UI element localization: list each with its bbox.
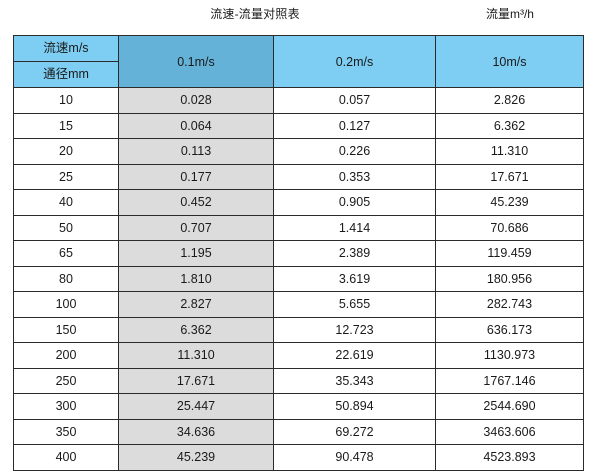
cell-flow-0: 6.362: [118, 316, 274, 343]
cell-diameter: 10: [13, 87, 119, 114]
cell-flow-2: 119.459: [435, 240, 584, 267]
table-row: 400 45.239 90.478 4523.893: [13, 444, 584, 471]
column-header-1[interactable]: 0.2m/s: [273, 35, 436, 88]
table-body: 10 0.028 0.057 2.826 15 0.064 0.127 6.362 20 0.11…: [13, 87, 584, 471]
unit-label: 流量m³/h: [485, 7, 534, 21]
caption-strip: 流速-流量对照表 流量m³/h: [0, 0, 600, 32]
table-row: 25 0.177 0.353 17.671: [13, 163, 584, 190]
header-row-bottom: 通径mm: [13, 61, 584, 88]
cell-diameter: 150: [13, 316, 119, 343]
table-row: 20 0.113 0.226 11.310: [13, 138, 584, 165]
cell-flow-2: 1130.973: [435, 342, 584, 369]
table-row: 10 0.028 0.057 2.826: [13, 87, 584, 114]
table-row: 300 25.447 50.894 2544.690: [13, 393, 584, 420]
cell-flow-1: 69.272: [273, 418, 436, 445]
table-row: 250 17.671 35.343 1767.146: [13, 367, 584, 394]
header-velocity-label: 流速m/s: [13, 35, 119, 62]
cell-diameter: 15: [13, 112, 119, 139]
cell-diameter: 250: [13, 367, 119, 394]
cell-flow-0: 1.195: [118, 240, 274, 267]
cell-diameter: 300: [13, 393, 119, 420]
flow-velocity-table: 流速m/s 0.1m/s 0.2m/s 10m/s 通径mm 10 0.028 0.…: [13, 35, 584, 471]
cell-flow-0: 0.707: [118, 214, 274, 241]
cell-diameter: 50: [13, 214, 119, 241]
header-diameter-label: 通径mm: [13, 61, 119, 88]
table-row: 40 0.452 0.905 45.239: [13, 189, 584, 216]
table-row: 200 11.310 22.619 1130.973: [13, 342, 584, 369]
cell-flow-0: 45.239: [118, 444, 274, 471]
cell-diameter: 100: [13, 291, 119, 318]
page-title: 流速-流量对照表: [210, 7, 300, 21]
table-row: 65 1.195 2.389 119.459: [13, 240, 584, 267]
cell-flow-0: 0.064: [118, 112, 274, 139]
table-row: 80 1.810 3.619 180.956: [13, 265, 584, 292]
cell-flow-0: 17.671: [118, 367, 274, 394]
cell-diameter: 65: [13, 240, 119, 267]
cell-flow-1: 90.478: [273, 444, 436, 471]
column-header-2[interactable]: 10m/s: [435, 35, 584, 88]
cell-diameter: 80: [13, 265, 119, 292]
cell-flow-2: 6.362: [435, 112, 584, 139]
cell-flow-1: 0.057: [273, 87, 436, 114]
cell-flow-0: 0.452: [118, 189, 274, 216]
cell-flow-2: 17.671: [435, 163, 584, 190]
cell-flow-2: 2544.690: [435, 393, 584, 420]
cell-flow-2: 2.826: [435, 87, 584, 114]
cell-flow-1: 0.353: [273, 163, 436, 190]
cell-flow-1: 22.619: [273, 342, 436, 369]
table-row: 15 0.064 0.127 6.362: [13, 112, 584, 139]
cell-flow-1: 2.389: [273, 240, 436, 267]
cell-flow-2: 3463.606: [435, 418, 584, 445]
cell-diameter: 40: [13, 189, 119, 216]
cell-flow-0: 34.636: [118, 418, 274, 445]
cell-flow-1: 0.905: [273, 189, 436, 216]
table-row: 100 2.827 5.655 282.743: [13, 291, 584, 318]
cell-flow-0: 0.177: [118, 163, 274, 190]
cell-flow-2: 180.956: [435, 265, 584, 292]
cell-flow-2: 11.310: [435, 138, 584, 165]
cell-flow-2: 45.239: [435, 189, 584, 216]
column-header-0[interactable]: 0.1m/s: [118, 35, 274, 88]
table-row: 150 6.362 12.723 636.173: [13, 316, 584, 343]
cell-flow-2: 636.173: [435, 316, 584, 343]
cell-flow-0: 2.827: [118, 291, 274, 318]
cell-diameter: 20: [13, 138, 119, 165]
cell-flow-2: 282.743: [435, 291, 584, 318]
cell-flow-1: 0.226: [273, 138, 436, 165]
cell-flow-1: 35.343: [273, 367, 436, 394]
cell-diameter: 350: [13, 418, 119, 445]
cell-flow-2: 70.686: [435, 214, 584, 241]
cell-flow-1: 50.894: [273, 393, 436, 420]
cell-diameter: 25: [13, 163, 119, 190]
cell-flow-2: 4523.893: [435, 444, 584, 471]
cell-flow-1: 3.619: [273, 265, 436, 292]
cell-flow-0: 1.810: [118, 265, 274, 292]
cell-flow-1: 0.127: [273, 112, 436, 139]
cell-flow-1: 5.655: [273, 291, 436, 318]
table-row: 50 0.707 1.414 70.686: [13, 214, 584, 241]
cell-flow-0: 25.447: [118, 393, 274, 420]
cell-flow-2: 1767.146: [435, 367, 584, 394]
cell-diameter: 200: [13, 342, 119, 369]
cell-flow-0: 11.310: [118, 342, 274, 369]
table-row: 350 34.636 69.272 3463.606: [13, 418, 584, 445]
cell-flow-0: 0.028: [118, 87, 274, 114]
cell-flow-0: 0.113: [118, 138, 274, 165]
cell-diameter: 400: [13, 444, 119, 471]
table-head: 流速m/s 0.1m/s 0.2m/s 10m/s 通径mm: [13, 35, 584, 88]
cell-flow-1: 1.414: [273, 214, 436, 241]
cell-flow-1: 12.723: [273, 316, 436, 343]
header-row-top: 流速m/s 0.1m/s 0.2m/s 10m/s: [13, 35, 584, 88]
